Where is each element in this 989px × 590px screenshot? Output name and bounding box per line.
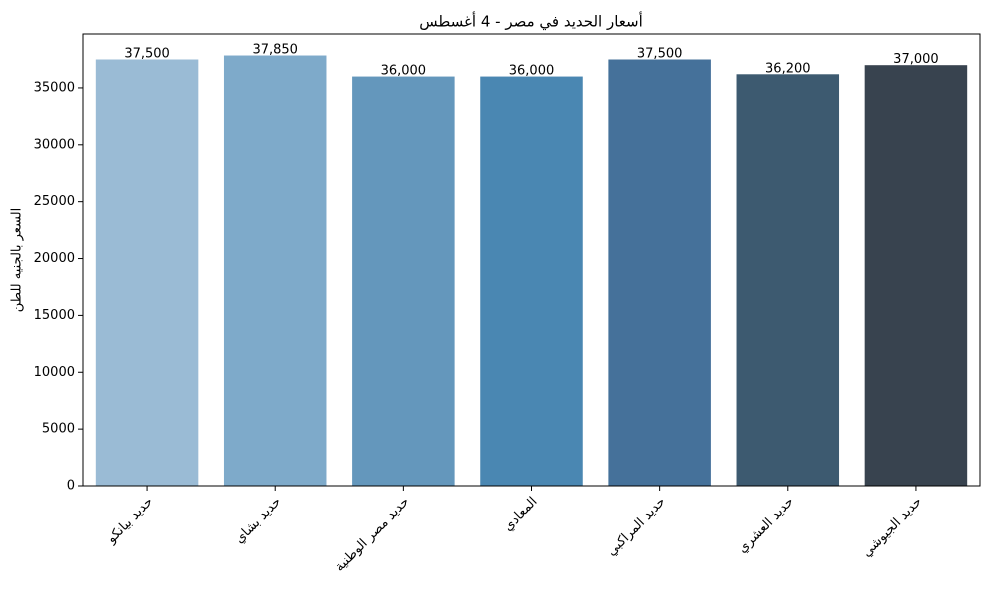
y-tick-label: 5000 [42, 422, 75, 437]
value-label: 36,200 [765, 61, 811, 76]
x-tick-label: حديد الجيوشي [859, 494, 925, 560]
value-label: 37,850 [252, 43, 298, 58]
bar [864, 65, 968, 486]
bar [352, 76, 455, 486]
plot-frame [82, 33, 981, 487]
value-label: 37,500 [637, 47, 683, 62]
x-tick-label: حديد مصر الوطنية [332, 494, 412, 574]
bar [480, 76, 583, 486]
x-tick-label: حديد بيانكو [103, 494, 156, 547]
y-tick-label: 15000 [34, 308, 75, 323]
chart-title: أسعار الحديد في مصر - 4 أغسطس [419, 12, 643, 32]
y-tick-label: 35000 [34, 80, 75, 95]
y-axis-label: السعر بالجنيه للطن [10, 208, 25, 312]
value-label: 37,500 [124, 47, 170, 62]
value-label: 37,000 [893, 52, 939, 67]
y-tick-label: 20000 [34, 251, 75, 266]
bar [223, 55, 327, 487]
x-tick-label: حديد بشاي [232, 494, 284, 546]
bar [736, 74, 840, 486]
x-tick-label: حديد المراكبي [604, 494, 669, 559]
y-tick-label: 30000 [34, 137, 75, 152]
x-tick-label: المعادي [501, 494, 541, 534]
y-tick-label: 25000 [34, 194, 75, 209]
y-tick-label: 0 [67, 479, 75, 494]
y-tick-label: 10000 [34, 365, 75, 380]
bar [608, 59, 711, 487]
x-tick-label: حديد العشري [735, 494, 797, 556]
value-label: 36,000 [509, 64, 555, 79]
bar [95, 59, 199, 487]
value-label: 36,000 [381, 64, 427, 79]
